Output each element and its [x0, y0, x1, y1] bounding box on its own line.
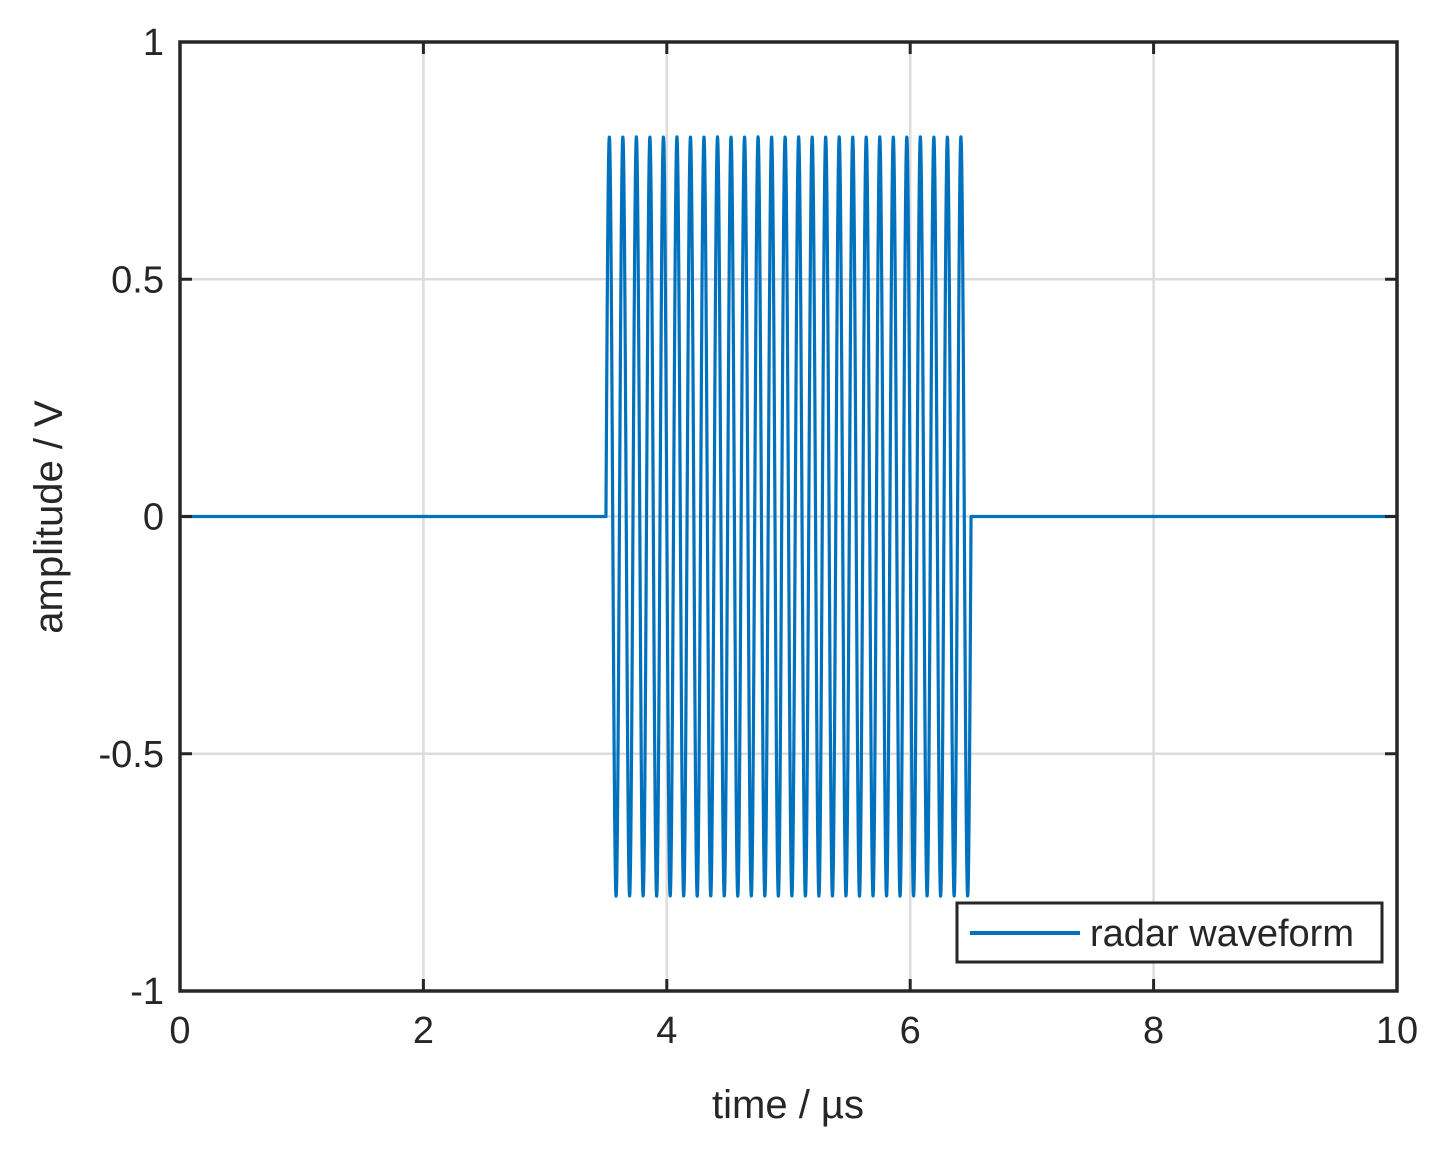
x-tick-label: 2	[413, 1010, 434, 1052]
series-layer	[178, 135, 1399, 898]
legend-label: radar waveform	[1090, 913, 1354, 955]
legend: radar waveform	[955, 901, 1384, 964]
x-tick-label: 10	[1376, 1010, 1418, 1052]
y-tick-label: -1	[130, 971, 164, 1013]
x-axis-label: time / µs	[712, 1083, 864, 1127]
y-tick-label: 0	[143, 497, 164, 539]
y-tick-label: 1	[143, 22, 164, 64]
x-tick-label: 0	[169, 1010, 190, 1052]
x-tick-label: 8	[1143, 1010, 1164, 1052]
axes	[178, 40, 1399, 993]
y-axis-label: amplitude / V	[27, 400, 71, 634]
series-line-0	[178, 135, 1399, 898]
x-tick-label: 6	[900, 1010, 921, 1052]
tick-labels: 0 2 4 6 8 10 -1 -0.5 0 0.5 1	[99, 22, 1419, 1052]
y-tick-label: 0.5	[111, 259, 164, 301]
x-tick-label: 4	[656, 1010, 677, 1052]
y-tick-label: -0.5	[99, 734, 164, 776]
